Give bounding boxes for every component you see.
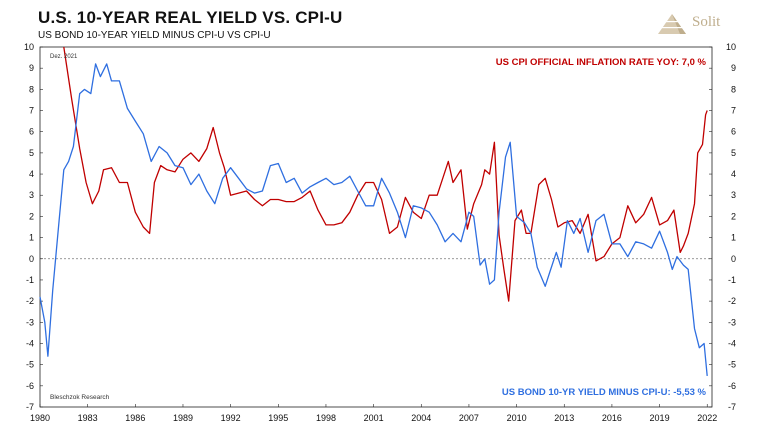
legend-real-yield: US BOND 10-YR YIELD MINUS CPI-U: -5,53 % xyxy=(502,387,707,398)
y-tick-label-right: -5 xyxy=(728,360,736,370)
y-tick-label-right: -2 xyxy=(728,296,736,306)
x-tick-label: 1983 xyxy=(78,413,98,423)
cpi-inflation-line xyxy=(63,46,708,302)
logo-text: Solit xyxy=(692,14,721,30)
chart-subtitle: US BOND 10-YEAR YIELD MINUS CPI-U VS CPI… xyxy=(38,30,271,41)
y-tick-label-left: 7 xyxy=(29,106,34,116)
source-credit: Bleschzok Research xyxy=(50,394,110,401)
y-tick-label-right: 0 xyxy=(731,254,736,264)
x-tick-label: 1995 xyxy=(268,413,288,423)
y-tick-label-right: 7 xyxy=(731,106,736,116)
x-tick-label: 1992 xyxy=(221,413,241,423)
y-tick-label-left: 1 xyxy=(29,233,34,243)
y-tick-label-right: 1 xyxy=(731,233,736,243)
solit-logo xyxy=(658,14,686,34)
y-tick-label-left: 8 xyxy=(29,84,34,94)
y-tick-label-right: -1 xyxy=(728,275,736,285)
x-tick-label: 2007 xyxy=(459,413,479,423)
x-tick-label: 2004 xyxy=(411,413,431,423)
x-tick-label: 1980 xyxy=(30,413,50,423)
y-tick-label-left: -6 xyxy=(26,381,34,391)
x-tick-label: 1989 xyxy=(173,413,193,423)
x-tick-label: 2016 xyxy=(602,413,622,423)
y-tick-label-right: -4 xyxy=(728,338,736,348)
x-tick-label: 2019 xyxy=(650,413,670,423)
x-tick-label: 1986 xyxy=(125,413,145,423)
y-tick-label-right: 2 xyxy=(731,211,736,221)
y-tick-label-left: -2 xyxy=(26,296,34,306)
y-tick-label-right: 9 xyxy=(731,63,736,73)
y-tick-label-left: 3 xyxy=(29,190,34,200)
y-tick-label-left: 6 xyxy=(29,127,34,137)
y-tick-label-right: 5 xyxy=(731,148,736,158)
y-tick-label-left: 0 xyxy=(29,254,34,264)
y-tick-label-left: -7 xyxy=(26,402,34,412)
y-tick-label-right: 6 xyxy=(731,127,736,137)
y-tick-label-right: 10 xyxy=(726,42,736,52)
date-note: Dez. 2021 xyxy=(50,54,78,60)
x-tick-label: 2013 xyxy=(554,413,574,423)
y-tick-label-right: -7 xyxy=(728,402,736,412)
y-tick-label-right: 8 xyxy=(731,84,736,94)
y-tick-label-left: -4 xyxy=(26,338,34,348)
y-tick-label-right: -3 xyxy=(728,317,736,327)
plot-frame xyxy=(39,46,713,408)
y-tick-label-left: 10 xyxy=(24,42,34,52)
y-tick-label-left: -5 xyxy=(26,360,34,370)
chart-title: U.S. 10-YEAR REAL YIELD VS. CPI-U xyxy=(38,8,343,27)
y-tick-label-left: 4 xyxy=(29,169,34,179)
y-tick-label-left: 2 xyxy=(29,211,34,221)
y-tick-label-left: -3 xyxy=(26,317,34,327)
legend-cpi: US CPI OFFICIAL INFLATION RATE YOY: 7,0 … xyxy=(496,57,707,68)
real-yield-line xyxy=(39,63,708,376)
y-tick-label-left: 9 xyxy=(29,63,34,73)
x-tick-label: 2022 xyxy=(697,413,717,423)
x-tick-label: 2001 xyxy=(364,413,384,423)
y-tick-label-left: 5 xyxy=(29,148,34,158)
x-tick-label: 2010 xyxy=(507,413,527,423)
y-tick-label-left: -1 xyxy=(26,275,34,285)
y-tick-label-right: 3 xyxy=(731,190,736,200)
x-tick-label: 1998 xyxy=(316,413,336,423)
y-tick-label-right: 4 xyxy=(731,169,736,179)
y-tick-label-right: -6 xyxy=(728,381,736,391)
